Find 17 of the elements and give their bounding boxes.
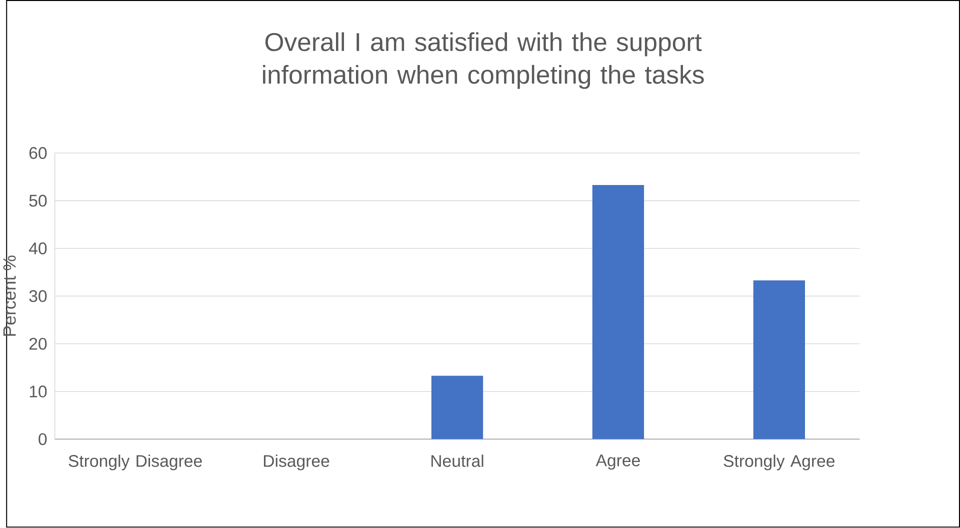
y-tick-label: 40 — [28, 242, 47, 255]
y-tick-label: 30 — [29, 290, 47, 302]
x-tick-label: Agree — [596, 454, 640, 470]
y-tick-label: 20 — [29, 338, 47, 350]
x-tick-label: Neutral — [431, 454, 484, 468]
chart-title: Overall I am satisfied with the support information when completing the tasks — [263, 32, 704, 90]
y-axis-title: Percent % — [3, 256, 16, 336]
bar — [753, 280, 805, 440]
x-tick-label: Disagree — [264, 454, 330, 470]
bar — [431, 376, 484, 440]
x-tick-label: Strongly Agree — [724, 454, 835, 470]
y-tick-label: 10 — [30, 386, 47, 398]
y-tick-label: 50 — [29, 194, 47, 207]
bar — [592, 185, 644, 440]
y-tick-label: 60 — [29, 147, 47, 160]
y-tick-label: 0 — [38, 433, 47, 446]
x-tick-label: Strongly Disagree — [68, 454, 202, 470]
